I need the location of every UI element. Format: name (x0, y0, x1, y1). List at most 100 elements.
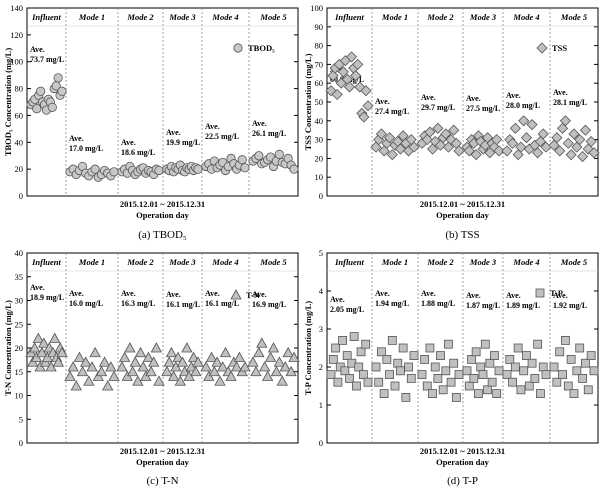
data-point (417, 370, 427, 380)
data-point (267, 342, 280, 353)
data-point (282, 346, 294, 358)
data-point (471, 347, 481, 357)
phase-label: Mode 4 (211, 257, 238, 267)
panel-caption: (c) T-N (146, 475, 178, 487)
average-label-line1: Ave. (205, 122, 220, 131)
y-axis-label: T-P Concentration (mg/L) (303, 301, 313, 395)
y-tick-label: 15 (15, 367, 24, 377)
data-point (326, 370, 336, 380)
phase-label: Mode 5 (259, 12, 287, 22)
data-point (563, 381, 573, 391)
average-label-line2: 18.9 mg/L (30, 293, 64, 302)
data-point (105, 361, 117, 372)
data-point (425, 343, 435, 353)
average-label-line2: 16.9 mg/L (252, 300, 286, 309)
data-point (436, 351, 445, 361)
data-point (205, 351, 218, 362)
data-point (358, 111, 370, 123)
data-point (165, 346, 178, 358)
average-label: Ave. 1.88 mg/L (421, 289, 455, 308)
average-label: Ave. 1.94 mg/L (375, 289, 409, 308)
data-point (379, 389, 389, 399)
y-tick-label: 80 (15, 84, 24, 94)
data-point (480, 339, 490, 349)
data-point (424, 126, 436, 138)
phase-label: Mode 4 (211, 12, 238, 22)
phase-label: Mode 3 (168, 12, 196, 22)
average-label-line1: Ave. (166, 128, 181, 137)
average-label-line1: Ave. (205, 289, 220, 298)
data-point (32, 332, 44, 343)
y-tick-label: 20 (15, 164, 24, 174)
data-point (469, 373, 479, 383)
data-point (374, 377, 384, 387)
y-tick-label: 40 (315, 116, 324, 126)
y-tick-label: 40 (15, 248, 24, 258)
x-axis-label: Operation day (136, 457, 189, 467)
data-point (575, 343, 585, 353)
data-point (200, 361, 212, 372)
phase-label: Mode 4 (512, 257, 539, 267)
data-point (340, 366, 350, 376)
data-point (513, 343, 523, 353)
data-point (509, 122, 521, 134)
data-point (47, 102, 57, 112)
data-point (256, 337, 268, 348)
data-point (342, 351, 352, 361)
data-point (289, 164, 299, 174)
y-tick-label: 20 (315, 153, 324, 163)
data-point (562, 137, 574, 149)
data-point (56, 346, 68, 358)
average-label: Ave. 2.05 mg/L (330, 295, 364, 314)
data-point (358, 370, 368, 380)
data-point (83, 375, 95, 386)
data-point (565, 149, 577, 161)
data-point (163, 356, 175, 367)
average-label-line2: 27.4 mg/L (375, 107, 409, 116)
x-axis-label: Operation day (436, 457, 489, 467)
y-tick-label: 25 (15, 319, 24, 329)
phase-label: Mode 5 (560, 12, 588, 22)
y-tick-label: 10 (15, 391, 24, 401)
average-label-line2: 1.88 mg/L (421, 299, 455, 308)
data-point (454, 370, 464, 380)
date-range: 2015.12.01 ~ 2015.12.31 (120, 446, 205, 456)
legend-marker (536, 42, 548, 54)
data-point (352, 58, 364, 70)
data-point (561, 335, 570, 345)
average-label-line1: Ave. (553, 88, 568, 97)
data-point (253, 346, 265, 358)
data-point (57, 86, 67, 96)
data-point (446, 377, 456, 387)
data-point (586, 351, 596, 361)
data-point (172, 351, 184, 362)
y-tick-label: 40 (15, 137, 24, 147)
data-point (463, 145, 475, 157)
data-point (551, 132, 563, 144)
data-point (579, 124, 591, 136)
data-point (520, 132, 533, 144)
data-point (555, 347, 565, 357)
data-point (568, 128, 580, 140)
panel-caption: (a) TBOD₅ (138, 229, 187, 241)
date-range: 2015.12.01 ~ 2015.12.31 (420, 446, 505, 456)
average-label-line2: 73.7 mg/L (30, 55, 64, 64)
data-point (589, 366, 599, 376)
data-point (259, 361, 271, 372)
phase-label: Mode 2 (426, 257, 454, 267)
x-axis-label: Operation day (136, 210, 189, 220)
data-point (225, 370, 237, 381)
data-point (28, 342, 41, 353)
data-point (508, 377, 517, 387)
data-point (585, 135, 597, 148)
data-point (360, 85, 372, 97)
data-point (217, 361, 229, 372)
y-tick-label: 70 (315, 59, 324, 69)
y-tick-label: 100 (10, 57, 23, 67)
average-label-line2: 18.6 mg/L (121, 148, 155, 157)
average-label-line2: 16.1 mg/L (205, 299, 239, 308)
data-point (95, 365, 108, 377)
data-point (233, 351, 246, 362)
data-point (390, 381, 400, 391)
